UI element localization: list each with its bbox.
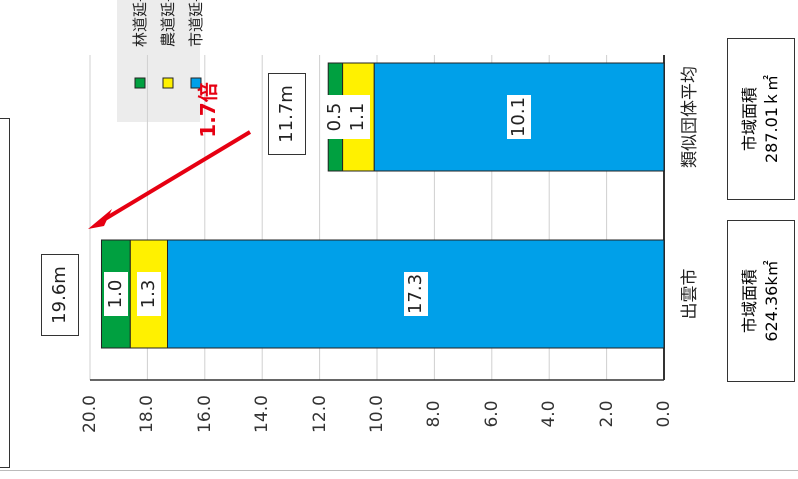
tick-label: 0.0 xyxy=(654,400,674,428)
category-label: 出雲市 xyxy=(680,268,700,320)
legend-swatch xyxy=(162,77,174,89)
tick-label: 12.0 xyxy=(309,395,330,433)
area-note-label: 市域面積 xyxy=(740,269,759,334)
legend-swatch xyxy=(190,77,202,89)
legend-label: 市道延長 xyxy=(187,0,205,48)
area-note-label: 市域面積 xyxy=(740,87,759,152)
area-note-text: 市域面積 624.36k㎡ xyxy=(740,221,781,381)
bottom-rule xyxy=(0,470,798,471)
data-label: 0.5 xyxy=(323,95,348,139)
bar-segment xyxy=(129,239,168,349)
data-label: 17.3 xyxy=(403,272,428,316)
area-note-box: 市域面積 624.36k㎡ xyxy=(727,220,795,382)
total-label: 19.6m xyxy=(41,254,80,336)
tick-label: 4.0 xyxy=(539,400,560,428)
annotation-arrow-line xyxy=(98,130,252,224)
legend-label: 農道延長 xyxy=(159,0,177,48)
annotation-arrowhead xyxy=(88,209,112,229)
tick-label: 16.0 xyxy=(194,395,215,433)
annotation-label: 1.7倍 xyxy=(196,82,220,138)
tick-label: 20.0 xyxy=(80,395,100,433)
category-label: 類似団体平均 xyxy=(680,66,700,168)
tick-label: 10.0 xyxy=(367,395,387,433)
data-label: 1.1 xyxy=(346,95,371,139)
data-label: 1.3 xyxy=(136,272,161,316)
area-note-value: 624.36k㎡ xyxy=(762,260,781,342)
area-note-value: 287.01ｋ㎡ xyxy=(762,75,781,163)
tick-label: 18.0 xyxy=(137,395,158,433)
area-note-text: 市域面積 287.01ｋ㎡ xyxy=(740,39,781,199)
legend-label: 林道延長 xyxy=(131,0,149,48)
tick-label: 8.0 xyxy=(424,400,445,428)
total-label: 11.7m xyxy=(268,73,307,155)
data-label: 10.1 xyxy=(507,95,532,139)
data-label: 1.0 xyxy=(103,272,128,316)
tick-label: 14.0 xyxy=(252,395,273,433)
outer-frame-edge xyxy=(0,118,10,468)
area-note-box: 市域面積 287.01ｋ㎡ xyxy=(727,38,795,200)
tick-label: 2.0 xyxy=(596,400,617,428)
legend-swatch xyxy=(134,77,146,89)
tick-label: 6.0 xyxy=(481,400,502,428)
legend-panel xyxy=(117,0,200,122)
